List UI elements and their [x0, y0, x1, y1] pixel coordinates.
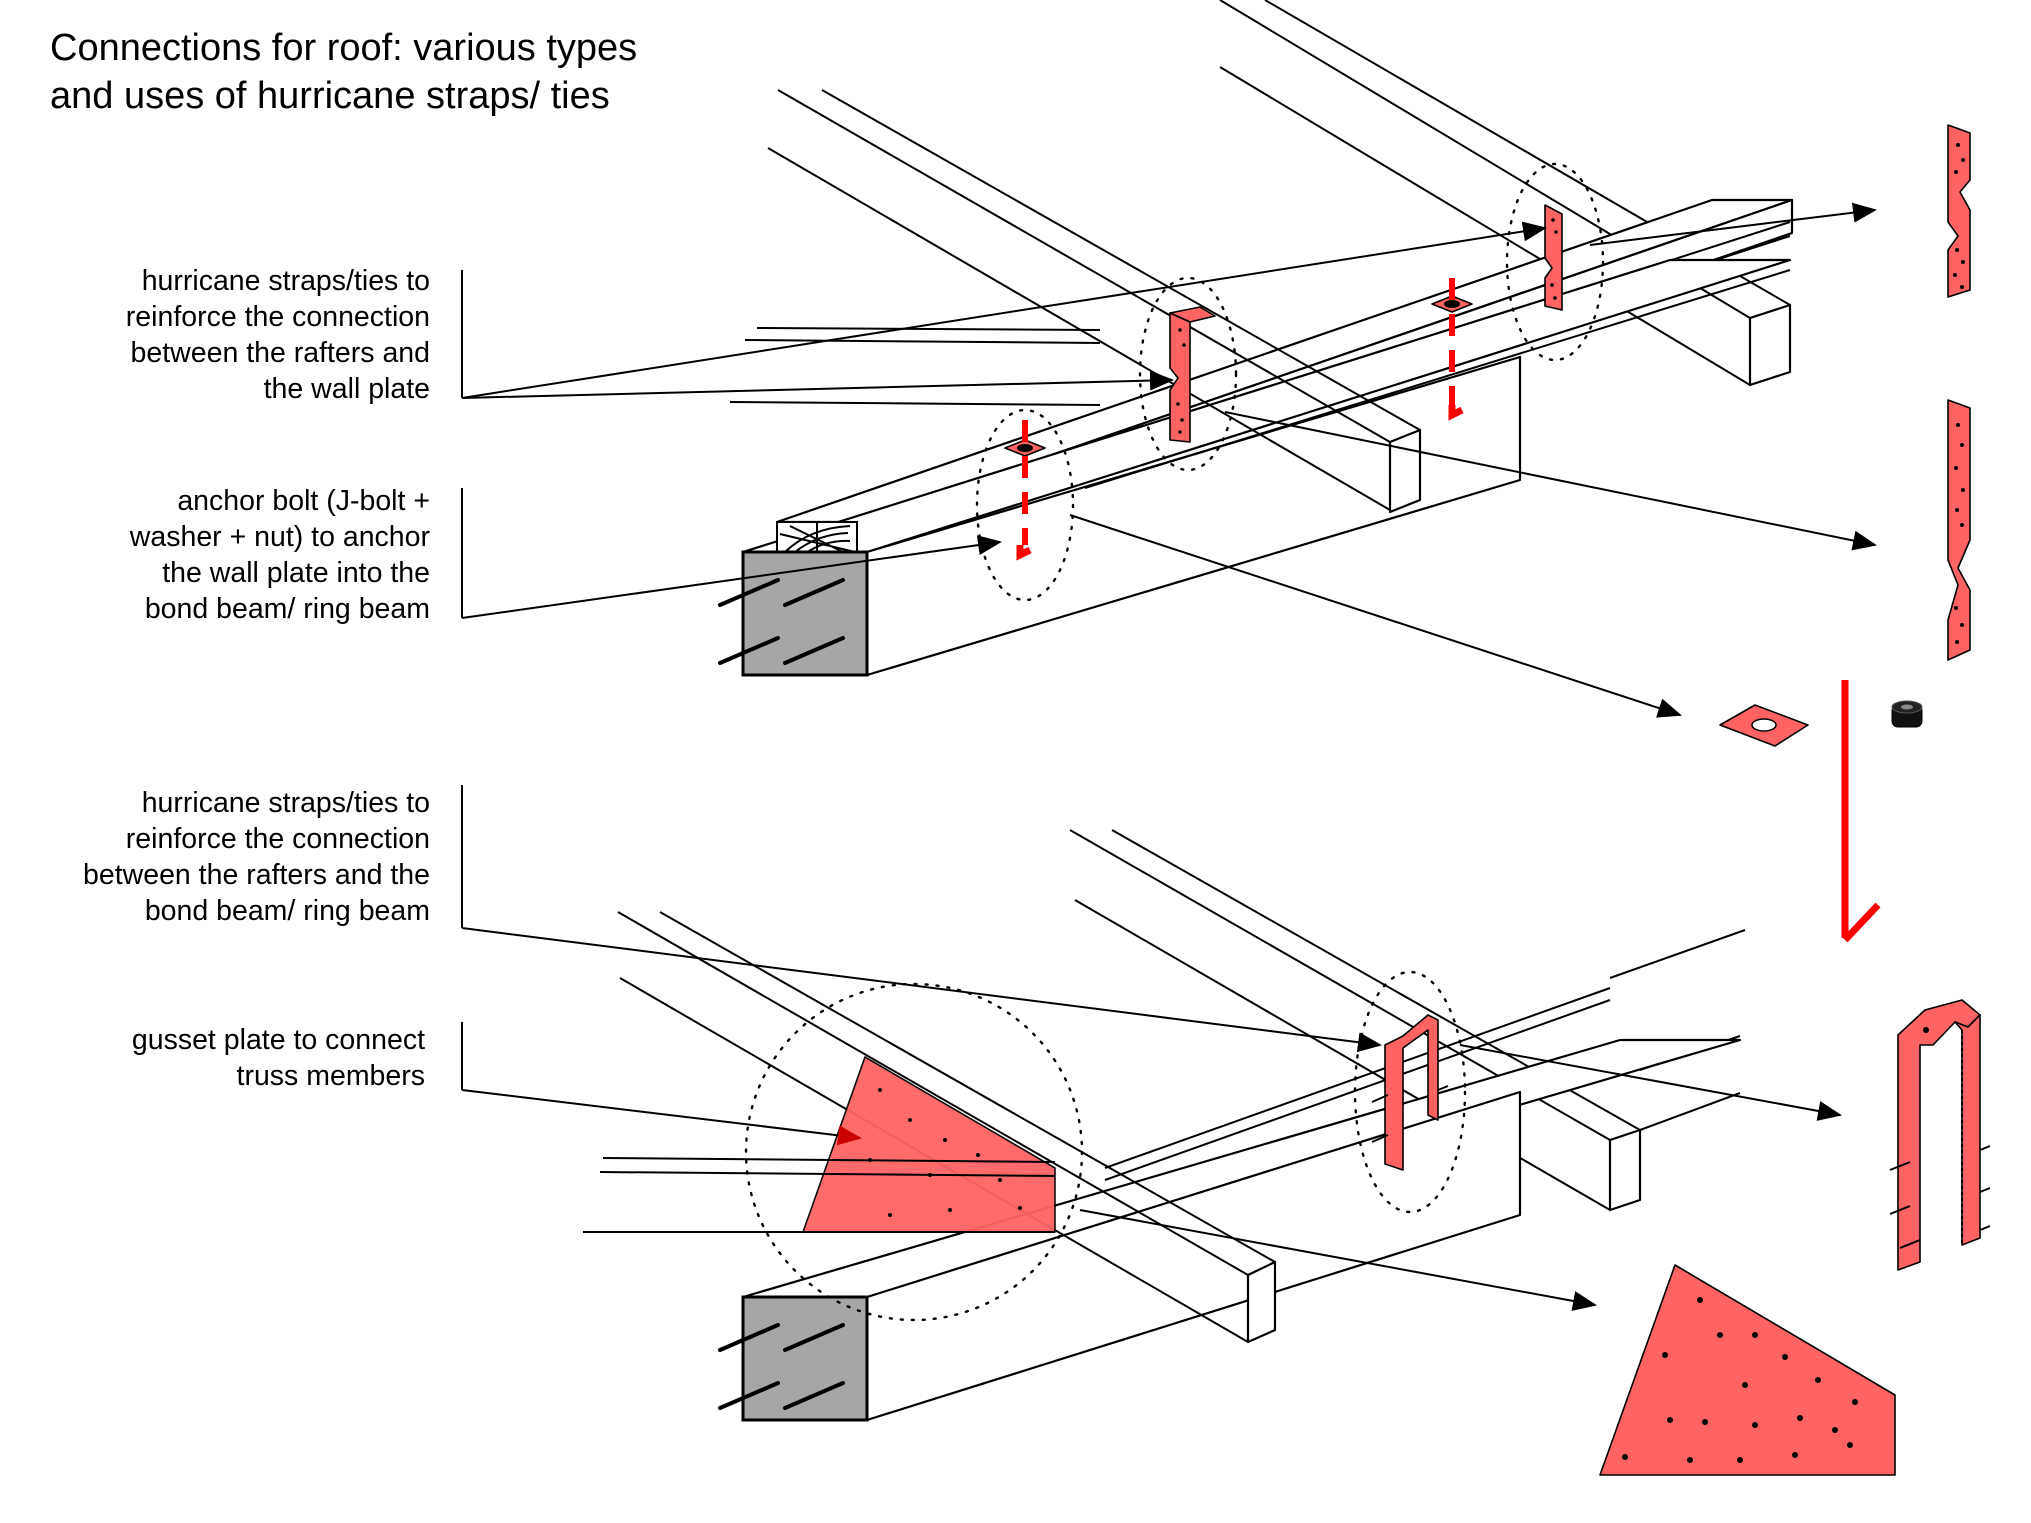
gusset-plate-icon: [1599, 1264, 1896, 1476]
title-line-1: Connections for roof: various types: [50, 27, 638, 69]
diagram-title: Connections for roof: various types and …: [50, 24, 637, 120]
label-gusset-plate: gusset plate to connect truss members: [131, 1024, 425, 1092]
detail-u-strap: [1889, 999, 1991, 1271]
bottom-u-strap: [1353, 970, 1467, 1214]
top-strap-near: [1138, 276, 1238, 472]
detail-strap-top: [1947, 124, 1971, 298]
top-assembly: [718, 0, 1794, 677]
bottom-assembly: [583, 829, 1746, 1422]
j-bolt-icon: [1841, 680, 1881, 943]
label-straps-bond-beam: hurricane straps/ties to reinforce the c…: [83, 787, 430, 927]
nut-icon: [1891, 700, 1923, 728]
leader-lines: [461, 202, 1877, 1311]
title-line-2: and uses of hurricane straps/ ties: [50, 75, 610, 117]
label-anchor-bolt: anchor bolt (J-bolt + washer + nut) to a…: [129, 485, 430, 625]
gusset-plate-installed: [583, 982, 1084, 1322]
top-strap-far: [1505, 162, 1605, 362]
exploded-parts: [1599, 124, 1991, 1476]
detail-strap-long: [1947, 399, 1971, 661]
bottom-rafter-near: [617, 911, 1277, 1344]
washer-icon: [1719, 704, 1809, 747]
label-straps-wall-plate: hurricane straps/ties to reinforce the c…: [125, 265, 430, 405]
top-bond-beam: [718, 258, 1792, 677]
top-bolt-2: [1431, 278, 1473, 421]
top-bolt-1: [975, 408, 1075, 602]
